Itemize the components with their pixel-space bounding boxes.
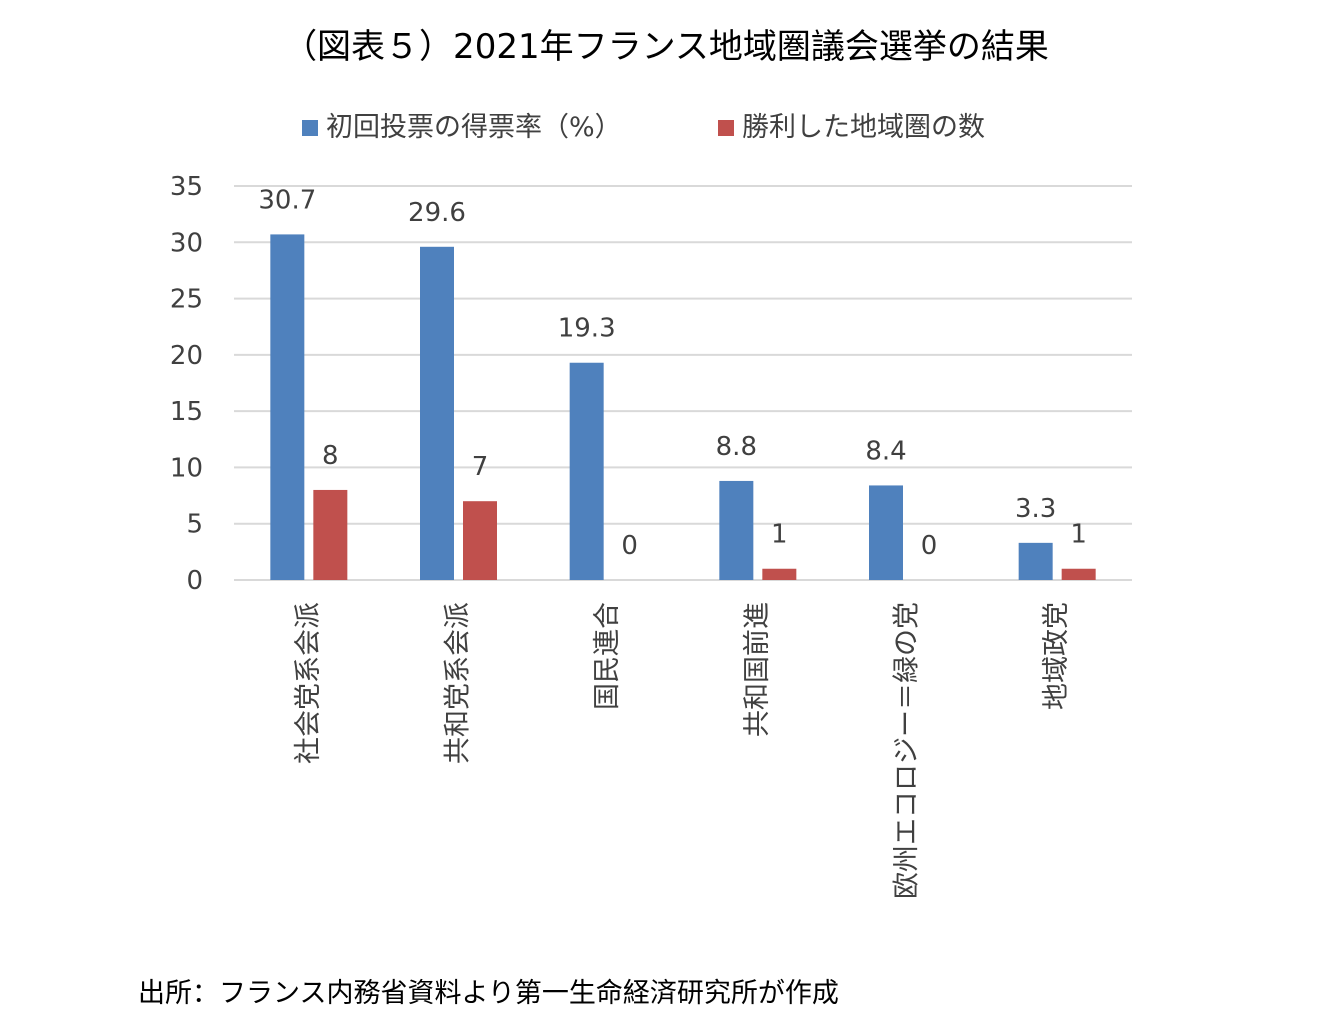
bar-vote-share-4 (869, 485, 903, 580)
category-label-5: 地域政党 (1041, 602, 1072, 710)
category-label-0: 社会党系会派 (293, 602, 324, 764)
category-label-1: 共和党系会派 (443, 602, 474, 764)
data-label-regions-won-0: 8 (322, 441, 339, 471)
y-axis-ticks: 0 5 10 15 20 25 30 35 (170, 172, 203, 596)
data-label-vote-share-2: 19.3 (558, 314, 616, 344)
legend-swatch-vote-share (302, 120, 318, 136)
y-tick-label-0: 0 (186, 566, 203, 596)
data-label-regions-won-3: 1 (771, 520, 788, 550)
bar-vote-share-3 (719, 480, 754, 580)
data-label-vote-share-1: 29.6 (408, 198, 466, 228)
legend-swatch-regions-won (718, 120, 734, 136)
data-label-vote-share-3: 8.8 (716, 432, 757, 462)
y-tick-label-25: 25 (170, 285, 203, 315)
y-tick-label-15: 15 (170, 397, 203, 427)
bar-vote-share-0 (270, 234, 305, 581)
data-label-regions-won-1: 7 (472, 452, 489, 482)
category-label-4: 欧州エコロジー＝緑の党 (892, 602, 923, 899)
bar-vote-share-2 (569, 362, 604, 580)
y-tick-label-20: 20 (170, 341, 203, 371)
chart-title: （図表５）2021年フランス地域圏議会選挙の結果 (283, 27, 1049, 67)
y-tick-label-30: 30 (170, 228, 203, 258)
source-note: 出所：フランス内務省資料より第一生命経済研究所が作成 (138, 978, 839, 1009)
bar-vote-share-1 (420, 246, 454, 580)
bar-regions-won-5 (1061, 568, 1096, 580)
data-label-vote-share-0: 30.7 (258, 185, 316, 215)
bar-regions-won-3 (762, 568, 797, 580)
gridlines (234, 185, 1132, 581)
bars (270, 234, 1096, 581)
category-label-3: 共和国前進 (742, 602, 773, 737)
bar-regions-won-1 (463, 501, 497, 580)
data-label-regions-won-4: 0 (921, 531, 938, 561)
y-tick-label-5: 5 (186, 510, 203, 540)
data-label-regions-won-5: 1 (1070, 520, 1087, 550)
category-labels: 社会党系会派 共和党系会派 国民連合 共和国前進 欧州エコロジー＝緑の党 地域政党 (293, 602, 1072, 899)
bar-regions-won-0 (313, 489, 348, 580)
y-tick-label-10: 10 (170, 453, 203, 483)
legend-label-regions-won: 勝利した地域圏の数 (742, 112, 985, 143)
bar-vote-share-5 (1018, 542, 1053, 580)
data-label-vote-share-4: 8.4 (865, 436, 906, 466)
legend-label-vote-share: 初回投票の得票率（%） (326, 112, 622, 143)
legend: 初回投票の得票率（%） 勝利した地域圏の数 (302, 112, 985, 143)
data-label-regions-won-2: 0 (621, 531, 638, 561)
data-label-vote-share-5: 3.3 (1015, 494, 1056, 524)
category-label-2: 国民連合 (592, 602, 623, 710)
data-labels: 30.7 8 29.6 7 19.3 0 8.8 1 8.4 0 3.3 1 (258, 185, 1087, 561)
y-tick-label-35: 35 (170, 172, 203, 202)
